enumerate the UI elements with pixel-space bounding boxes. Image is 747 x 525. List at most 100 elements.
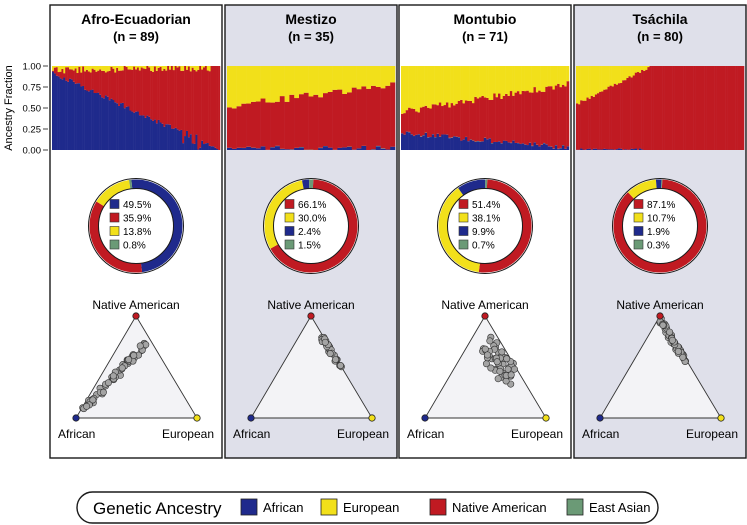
bar-segment-european (89, 66, 92, 73)
bar-segment-european (59, 66, 62, 72)
bar-segment-european (584, 66, 587, 101)
vertex-european (542, 414, 550, 422)
bar-segment-native-american (429, 108, 433, 137)
bar-segment-european (607, 66, 610, 87)
bar-segment-african (68, 78, 72, 150)
bar-segment-native-american (351, 87, 357, 150)
bar-segment-native-american (255, 101, 261, 149)
bar-segment-african (87, 91, 91, 150)
bar-segment-african (408, 132, 411, 150)
bar-segment-european (509, 66, 513, 92)
bar-segment-african (227, 147, 233, 150)
bar-segment-european (114, 66, 117, 73)
bar-segment-african (163, 126, 166, 150)
bar-segment-african (347, 146, 353, 150)
bar-segment-european (490, 66, 494, 100)
ternary-point (336, 362, 344, 370)
bar-segment-african (199, 147, 202, 150)
ternary-point (125, 356, 133, 364)
bar-segment-african (178, 130, 181, 150)
bar-segment-european (415, 66, 418, 112)
bar-segment-native-american (136, 67, 140, 112)
bar-segment-european (443, 66, 447, 106)
bar-segment-african (53, 73, 57, 150)
bar-segment-african (337, 147, 343, 150)
bar-segment-european (318, 66, 324, 98)
bar-segment-native-american (443, 105, 447, 135)
bar-segment-african (603, 148, 606, 150)
ternary-point (321, 338, 329, 346)
bar-segment-native-american (448, 107, 451, 138)
ternary-plot: Native American African European (58, 298, 214, 441)
bar-segment-african (431, 134, 435, 150)
bar-segment-african (356, 148, 362, 150)
population-title: Afro-Ecuadorian (81, 11, 191, 27)
bar-segment-african (127, 106, 130, 150)
bar-segment-european (231, 66, 237, 109)
bar-segment-african (380, 148, 386, 150)
bar-segment-african (605, 149, 608, 150)
ternary-label-native-american: Native American (267, 298, 354, 312)
bar-segment-native-american (165, 70, 168, 125)
bar-segment-native-american (670, 66, 673, 150)
sample-size-label: (n = 89) (113, 29, 159, 44)
bar-segment-european (493, 66, 496, 94)
bar-segment-african (624, 149, 627, 150)
bar-segment-african (434, 137, 437, 150)
bar-segment-native-american (649, 66, 652, 150)
bar-segment-native-american (624, 80, 627, 150)
bar-segment-native-american (636, 72, 640, 150)
bar-segment-european (52, 66, 55, 71)
bar-segment-african (457, 137, 461, 150)
vertex-native-american (132, 312, 140, 320)
bar-segment-native-american (718, 66, 722, 150)
ternary-point (679, 353, 687, 361)
bar-segment-african (540, 144, 544, 150)
bar-segment-native-american (689, 66, 692, 150)
bar-segment-native-american (337, 89, 343, 148)
ternary-point (503, 355, 511, 363)
bar-segment-african (91, 89, 94, 150)
bar-segment-european (135, 66, 138, 70)
bar-segment-native-american (216, 66, 219, 150)
bar-segment-european (507, 66, 511, 96)
bar-segment-european (545, 66, 548, 87)
bar-segment-african (52, 71, 55, 150)
ternary-point (99, 388, 107, 396)
bar-segment-african (246, 147, 252, 150)
bar-segment-native-american (576, 103, 579, 150)
donut-legend-value: 0.7% (472, 241, 495, 252)
bar-segment-european (63, 66, 66, 74)
bar-segment-african (89, 90, 92, 150)
bar-segment-european (436, 66, 440, 106)
bar-segment-native-american (408, 107, 411, 132)
bar-segment-african (157, 119, 160, 150)
bar-segment-african (405, 131, 409, 150)
bar-segment-native-american (695, 66, 699, 150)
donut-legend-value: 1.5% (298, 241, 321, 252)
donut-legend-value: 10.7% (647, 214, 675, 225)
ternary-point (118, 364, 126, 372)
bar-segment-native-american (308, 96, 314, 150)
bar-segment-african (318, 148, 324, 150)
bar-segment-european (169, 66, 172, 70)
bar-segment-african (512, 140, 515, 150)
bar-segment-native-american (89, 72, 92, 91)
bar-segment-european (65, 66, 68, 68)
bar-segment-native-american (490, 99, 494, 144)
bar-segment-native-american (157, 67, 160, 120)
bar-segment-native-american (584, 100, 587, 150)
bar-segment-native-american (687, 66, 690, 150)
bar-segment-african (275, 146, 281, 150)
bar-segment-native-american (187, 66, 191, 138)
bar-segment-african (507, 142, 511, 150)
bar-segment-native-american (318, 97, 324, 148)
bar-segment-native-american (390, 82, 396, 147)
bar-segment-african (102, 98, 106, 150)
bar-segment-native-american (464, 100, 468, 137)
bar-segment-european (605, 66, 608, 90)
ternary-point (481, 345, 489, 353)
bar-segment-european (125, 66, 128, 67)
bar-segment-african (114, 102, 117, 150)
bar-segment-native-american (620, 82, 623, 149)
